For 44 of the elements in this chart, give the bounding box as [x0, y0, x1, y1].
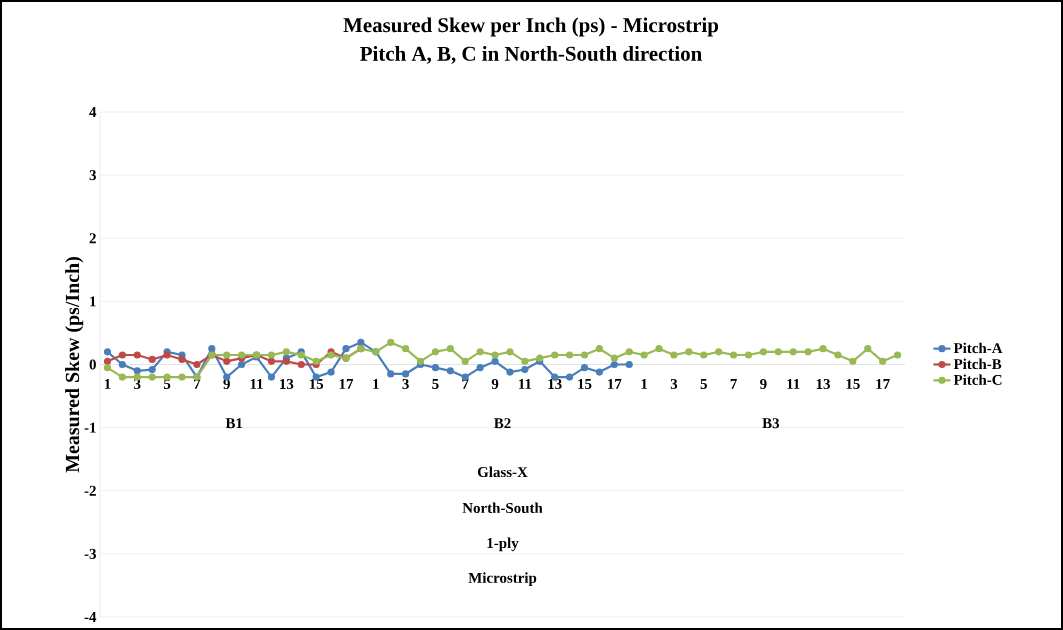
y-tick-label: 1	[90, 296, 96, 307]
annotation: B1	[225, 418, 243, 429]
y-tick-label: -2	[84, 485, 96, 496]
x-tick-label: 1	[373, 379, 379, 389]
x-tick-label: 5	[700, 379, 707, 389]
x-tick-label: 11	[250, 379, 263, 389]
x-tick-label: 3	[402, 379, 409, 390]
x-tick-label: 17	[608, 379, 622, 389]
x-tick-label: 1	[104, 379, 111, 389]
x-tick-label: 3	[670, 379, 678, 390]
y-tick-label: -4	[84, 612, 97, 622]
annotation: B2	[494, 418, 511, 429]
y-tick-label: -1	[84, 422, 96, 433]
y-tick-label: 0	[89, 359, 96, 370]
chart-title: Measured Skew per Inch (ps) - Microstrip	[343, 17, 719, 37]
x-tick-label: 13	[280, 379, 294, 390]
annotation: Microstrip	[468, 572, 537, 586]
x-tick-label: 11	[787, 379, 800, 389]
x-tick-label: 13	[548, 379, 562, 390]
x-tick-label: 5	[432, 379, 439, 389]
y-tick-label: 2	[89, 233, 96, 244]
x-tick-label: 11	[519, 379, 532, 389]
x-tick-label: 7	[730, 379, 737, 389]
x-tick-label: 17	[339, 379, 354, 389]
annotation: Glass-X	[477, 466, 528, 478]
y-tick-label: 3	[89, 170, 96, 181]
x-tick-label: 9	[491, 379, 499, 390]
x-tick-label: 1	[641, 379, 648, 389]
x-tick-label: 15	[846, 379, 860, 390]
y-tick-label: 4	[89, 107, 97, 117]
x-tick-label: 9	[760, 379, 767, 390]
x-tick-label: 15	[578, 379, 592, 390]
x-tick-label: 17	[876, 379, 890, 389]
annotation: 1-ply	[487, 537, 519, 552]
x-tick-label: 13	[816, 379, 830, 390]
x-tick-label: 15	[309, 379, 324, 390]
legend-label: Pitch-C	[953, 374, 1002, 385]
y-tick-label: -3	[84, 548, 96, 559]
annotation: B3	[762, 418, 780, 429]
y-axis-title: Measured Skew (ps/Inch)	[65, 257, 84, 473]
annotation: North-South	[462, 502, 543, 514]
chart-subtitle: Pitch A, B, C in North-South direction	[360, 46, 702, 64]
legend-label: Pitch-B	[953, 358, 1002, 370]
legend-label: Pitch-A	[953, 342, 1003, 354]
